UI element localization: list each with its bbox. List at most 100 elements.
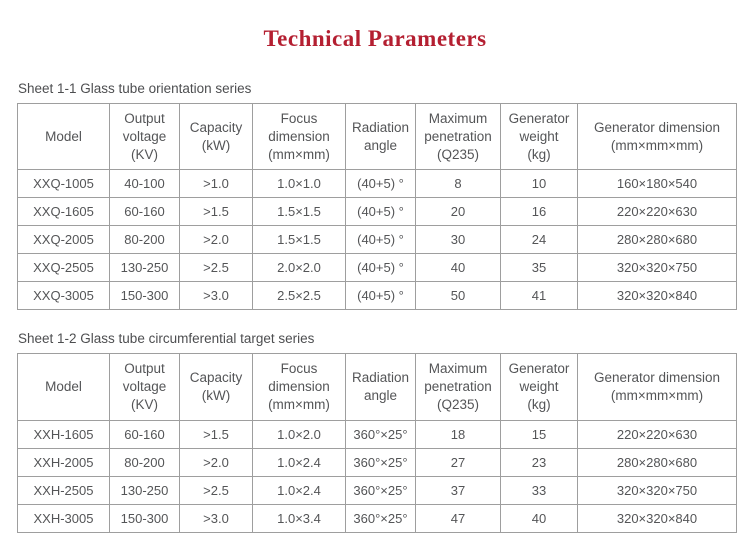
table-cell: 50 — [415, 281, 501, 311]
table-cell: XXQ-1605 — [17, 197, 110, 227]
header-cell: Output voltage (KV) — [109, 353, 180, 421]
header-cell: Generator weight (kg) — [500, 353, 578, 421]
table-cell: 8 — [415, 169, 501, 199]
table-cell: 150-300 — [109, 503, 180, 533]
table-cell: 41 — [500, 281, 578, 311]
table-cell: >3.0 — [179, 281, 253, 311]
table-cell: >2.0 — [179, 447, 253, 477]
table-row: XXQ-3005 150-300 >3.0 2.5×2.5 (40+5) ° 50 41 32… — [17, 281, 737, 311]
table-cell: XXH-2005 — [17, 447, 110, 477]
sheet-1-2-caption: Sheet 1-2 Glass tube circumferential tar… — [18, 331, 315, 347]
table-cell: 360°×25° — [345, 447, 416, 477]
header-cell: Model — [17, 102, 110, 171]
header-cell: Maximum penetration (Q235) — [415, 102, 501, 171]
table-cell: XXQ-2005 — [17, 225, 110, 255]
table-cell: 360°×25° — [345, 475, 416, 505]
table-cell: XXH-3005 — [17, 503, 110, 533]
table-cell: 80-200 — [109, 225, 180, 255]
header-cell: Capacity (kW) — [179, 353, 253, 421]
header-cell: Focus dimension (mm×mm) — [252, 102, 346, 171]
table-cell: (40+5) ° — [345, 197, 416, 227]
table-cell: 160×180×540 — [577, 169, 737, 199]
table-cell: 23 — [500, 447, 578, 477]
table-cell: 280×280×680 — [577, 225, 737, 255]
table-cell: 320×320×750 — [577, 253, 737, 283]
table-cell: >3.0 — [179, 503, 253, 533]
table-cell: 35 — [500, 253, 578, 283]
table-cell: >1.0 — [179, 169, 253, 199]
table-cell: 18 — [415, 419, 501, 449]
table-cell: 2.0×2.0 — [252, 253, 346, 283]
table-cell: 10 — [500, 169, 578, 199]
page-title: Technical Parameters — [263, 26, 487, 51]
table-cell: 47 — [415, 503, 501, 533]
table-row: XXH-1605 60-160 >1.5 1.0×2.0 360°×25° 18 15 220… — [17, 419, 737, 449]
table-cell: 1.0×2.0 — [252, 419, 346, 449]
table-cell: 280×280×680 — [577, 447, 737, 477]
header-row: Model Output voltage (KV) Capacity (kW) Foc… — [17, 353, 737, 421]
header-cell: Capacity (kW) — [179, 102, 253, 171]
header-cell: Generator weight (kg) — [500, 102, 578, 171]
table-cell: 360°×25° — [345, 419, 416, 449]
table-row: XXQ-2005 80-200 >2.0 1.5×1.5 (40+5) ° 30 24 280… — [17, 225, 737, 255]
table-row: XXQ-1605 60-160 >1.5 1.5×1.5 (40+5) ° 20 16 220… — [17, 197, 737, 227]
table-cell: 60-160 — [109, 419, 180, 449]
header-row: Model Output voltage (KV) Capacity (kW) Foc… — [17, 102, 737, 171]
table-cell: 130-250 — [109, 475, 180, 505]
table-cell: 1.5×1.5 — [252, 225, 346, 255]
header-cell: Radiation angle — [345, 102, 416, 171]
table-row: XXQ-1005 40-100 >1.0 1.0×1.0 (40+5) ° 8 10 160×… — [17, 169, 737, 199]
table-cell: 150-300 — [109, 281, 180, 311]
table-cell: 1.5×1.5 — [252, 197, 346, 227]
table-cell: 40 — [415, 253, 501, 283]
table-row: XXH-3005 150-300 >3.0 1.0×3.4 360°×25° 47 40 32… — [17, 503, 737, 533]
table-cell: >2.0 — [179, 225, 253, 255]
table-row: XXH-2005 80-200 >2.0 1.0×2.4 360°×25° 27 23 280… — [17, 447, 737, 477]
table-cell: 40-100 — [109, 169, 180, 199]
table-cell: 360°×25° — [345, 503, 416, 533]
table-cell: 130-250 — [109, 253, 180, 283]
table-cell: 33 — [500, 475, 578, 505]
table-cell: XXH-2505 — [17, 475, 110, 505]
table-cell: 1.0×1.0 — [252, 169, 346, 199]
table-cell: XXQ-2505 — [17, 253, 110, 283]
table-cell: >2.5 — [179, 475, 253, 505]
table-cell: >1.5 — [179, 197, 253, 227]
header-cell: Model — [17, 353, 110, 421]
header-cell: Generator dimension (mm×mm×mm) — [577, 353, 737, 421]
table-cell: 60-160 — [109, 197, 180, 227]
header-cell: Radiation angle — [345, 353, 416, 421]
table-cell: 1.0×2.4 — [252, 475, 346, 505]
table-cell: 37 — [415, 475, 501, 505]
table-cell: 20 — [415, 197, 501, 227]
table-cell: 30 — [415, 225, 501, 255]
table-cell: 320×320×840 — [577, 281, 737, 311]
table-cell: 220×220×630 — [577, 197, 737, 227]
table-row: XXH-2505 130-250 >2.5 1.0×2.4 360°×25° 37 33 32… — [17, 475, 737, 505]
header-cell: Output voltage (KV) — [109, 102, 180, 171]
orientation-series-table: Model Output voltage (KV) Capacity (kW) Foc… — [17, 102, 737, 311]
table-cell: XXH-1605 — [17, 419, 110, 449]
table-cell: 320×320×750 — [577, 475, 737, 505]
table-cell: 1.0×2.4 — [252, 447, 346, 477]
table-cell: XXQ-3005 — [17, 281, 110, 311]
table-cell: (40+5) ° — [345, 281, 416, 311]
table-cell: (40+5) ° — [345, 225, 416, 255]
table-cell: 16 — [500, 197, 578, 227]
table-cell: >1.5 — [179, 419, 253, 449]
circumferential-target-series-table: Model Output voltage (KV) Capacity (kW) Foc… — [17, 353, 737, 533]
sheet-1-1-caption: Sheet 1-1 Glass tube orientation series — [18, 81, 252, 96]
header-cell: Maximum penetration (Q235) — [415, 353, 501, 421]
table-cell: 24 — [500, 225, 578, 255]
table-cell: 320×320×840 — [577, 503, 737, 533]
table-cell: 220×220×630 — [577, 419, 737, 449]
table-cell: 40 — [500, 503, 578, 533]
table-cell: 27 — [415, 447, 501, 477]
table-cell: (40+5) ° — [345, 253, 416, 283]
table-cell: 2.5×2.5 — [252, 281, 346, 311]
table-row: XXQ-2505 130-250 >2.5 2.0×2.0 (40+5) ° 40 35 32… — [17, 253, 737, 283]
table-cell: 15 — [500, 419, 578, 449]
table-cell: (40+5) ° — [345, 169, 416, 199]
table-cell: XXQ-1005 — [17, 169, 110, 199]
table-cell: >2.5 — [179, 253, 253, 283]
